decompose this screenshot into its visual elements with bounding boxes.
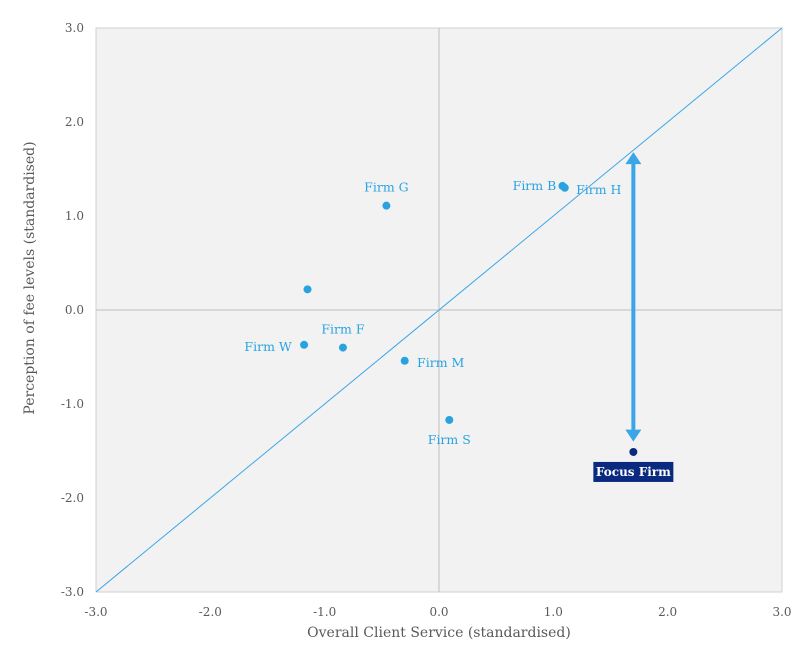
x-tick-label: 0.0 <box>429 605 448 619</box>
x-tick-label: 2.0 <box>658 605 677 619</box>
y-tick-label: -2.0 <box>61 491 84 505</box>
x-tick-label: -1.0 <box>313 605 336 619</box>
y-tick-label: 2.0 <box>65 115 84 129</box>
focus-firm-label-bg <box>593 461 674 482</box>
data-point-label: Firm F <box>321 322 364 337</box>
gap-arrow <box>625 152 642 442</box>
data-point-label: Firm S <box>428 432 471 447</box>
x-tick-labels: -3.0 -2.0 -1.0 0.0 1.0 2.0 3.0 <box>84 605 791 619</box>
data-points: Firm G Firm B Firm H Firm W Firm F Firm M Firm… <box>244 178 674 482</box>
y-tick-label: 1.0 <box>65 209 84 223</box>
y-tick-label: 0.0 <box>65 303 84 317</box>
y-tick-labels: -3.0 -2.0 -1.0 0.0 1.0 2.0 3.0 <box>61 21 84 599</box>
y-axis-title: Perception of fee levels (standardised) <box>22 141 38 414</box>
x-tick-label: -2.0 <box>199 605 222 619</box>
data-point-label: Firm M <box>417 355 464 370</box>
data-point <box>560 183 569 192</box>
y-tick-label: -1.0 <box>61 397 84 411</box>
x-axis-title: Overall Client Service (standardised) <box>307 625 571 641</box>
diagonal-line <box>95 27 783 593</box>
focus-firm-label: Focus Firm <box>596 465 671 479</box>
arrow-head-top <box>625 152 642 165</box>
x-tick-label: 1.0 <box>544 605 563 619</box>
data-point <box>303 285 312 294</box>
data-point <box>338 343 347 352</box>
data-point-label: Firm H <box>576 182 621 197</box>
data-point-label: Firm B <box>513 178 557 193</box>
data-point <box>382 201 391 210</box>
x-tick-label: -3.0 <box>84 605 107 619</box>
data-point-label: Firm G <box>364 180 408 195</box>
data-point <box>400 356 409 365</box>
data-point-label: Firm W <box>244 339 291 354</box>
y-tick-label: 3.0 <box>65 21 84 35</box>
diagonal-reference-line <box>95 27 783 593</box>
arrow-head-bottom <box>625 429 642 442</box>
y-tick-label: -3.0 <box>61 585 84 599</box>
focus-firm-point <box>629 447 638 456</box>
data-point <box>445 415 454 424</box>
x-tick-label: 3.0 <box>772 605 791 619</box>
data-point <box>300 340 309 349</box>
